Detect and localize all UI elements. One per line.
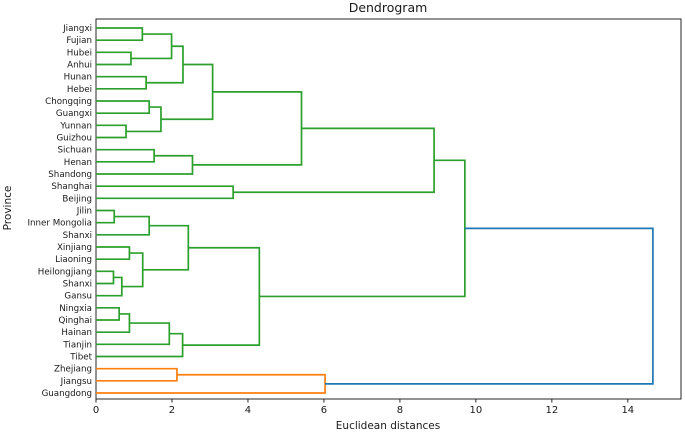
x-tick-label: 14 <box>621 405 634 416</box>
y-tick-label: Henan <box>64 158 92 168</box>
dendrogram-link <box>325 227 654 385</box>
dendrogram-link <box>96 75 147 90</box>
dendrogram-link <box>96 215 151 236</box>
y-tick-label: Jiangsu <box>60 377 92 387</box>
x-tick-label: 6 <box>321 405 327 416</box>
y-tick-label: Shanxi <box>63 280 92 290</box>
y-tick-label: Fujian <box>66 36 92 46</box>
y-tick-label: Tibet <box>69 353 92 363</box>
dendrogram-link <box>96 185 234 200</box>
dendrogram-link <box>96 306 121 321</box>
dendrogram-link <box>96 148 155 163</box>
dendrogram-link <box>96 373 326 394</box>
y-tick-label: Hebei <box>67 85 92 95</box>
dendrogram-link <box>96 322 171 346</box>
y-tick-label: Shanxi <box>63 231 92 241</box>
y-tick-label: Hubei <box>67 48 92 58</box>
y-tick-label: Guangdong <box>42 389 92 399</box>
dendrogram-link <box>192 91 303 166</box>
y-tick-label: Inner Mongolia <box>27 219 92 229</box>
dendrogram-link <box>233 127 435 194</box>
y-tick-label: Guangxi <box>56 109 92 119</box>
dendrogram-link <box>160 63 214 121</box>
axes-spines <box>95 18 682 400</box>
dendrogram-link <box>96 100 151 115</box>
y-tick-label: Zhejiang <box>54 365 92 375</box>
x-axis-label: Euclidean distances <box>336 420 440 432</box>
y-tick-label: Yunnan <box>59 121 92 131</box>
dendrogram-link <box>96 246 131 261</box>
x-tick-label: 12 <box>545 405 558 416</box>
chart-title: Dendrogram <box>349 0 428 15</box>
dendrogram-link <box>121 252 144 288</box>
x-tick-label: 2 <box>169 405 175 416</box>
dendrogram-link <box>96 270 115 285</box>
y-tick-label: Guizhou <box>56 134 92 144</box>
x-tick-label: 4 <box>245 405 251 416</box>
dendrogram-link <box>130 33 173 60</box>
dendrogram-link <box>96 154 194 175</box>
y-tick-label: Jiangxi <box>62 24 92 34</box>
dendrogram-link <box>96 124 127 139</box>
dendrogram-link <box>126 106 162 133</box>
x-tick-label: 10 <box>470 405 483 416</box>
y-tick-label: Chongqing <box>45 97 92 107</box>
dendrogram-link <box>146 45 184 84</box>
dendrogram-link <box>96 276 123 297</box>
y-tick-label: Tianjin <box>62 340 92 350</box>
y-tick-label: Jilin <box>76 207 92 217</box>
y-tick-label: Heilongjiang <box>38 267 92 277</box>
x-tick-label: 8 <box>397 405 403 416</box>
dendrogram-link <box>96 313 131 334</box>
x-tick-label: 0 <box>93 405 99 416</box>
y-tick-label: Liaoning <box>55 255 92 265</box>
y-tick-label: Shanghai <box>51 182 92 192</box>
y-tick-label: Hunan <box>64 73 92 83</box>
y-tick-label: Shandong <box>48 170 92 180</box>
y-tick-label: Anhui <box>67 61 92 71</box>
dendrogram-link <box>96 27 144 42</box>
dendrogram-link <box>182 246 261 346</box>
dendrogram-link <box>96 51 132 66</box>
y-tick-label: Gansu <box>64 292 92 302</box>
y-tick-label: Sichuan <box>57 146 92 156</box>
y-tick-label: Qinghai <box>58 316 92 326</box>
y-tick-label: Beijing <box>62 194 92 204</box>
y-tick-label: Hainan <box>61 328 92 338</box>
y-tick-label: Ningxia <box>59 304 92 314</box>
y-axis-label: Province <box>2 186 14 231</box>
y-tick-label: Xinjiang <box>57 243 92 253</box>
plot-area: 0 2 4 6 8 10 12 14 Jiangxi Fujian Hubei Anhui Hunan H… <box>27 18 682 416</box>
dendrogram-link <box>96 367 178 382</box>
dendrogram-link <box>96 209 116 224</box>
